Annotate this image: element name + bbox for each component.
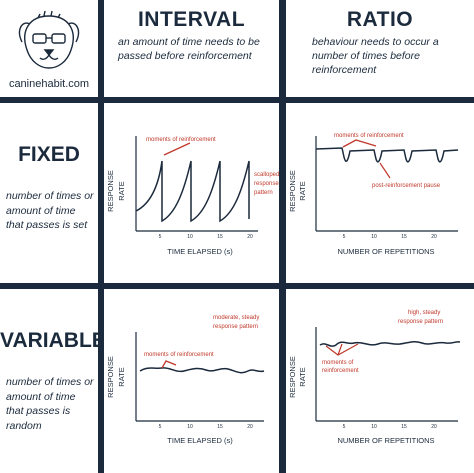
pattern-note-2: response pattern	[213, 324, 258, 330]
variable-ratio-chart: RESPONSE RATE 5 10 15 20 NUMBER OF REPET…	[288, 310, 461, 445]
fixed-title: FIXED	[18, 143, 80, 166]
x-tick: 10	[371, 234, 377, 240]
response-line	[319, 340, 461, 347]
pattern-note: moderate, steady	[213, 315, 259, 321]
reinforcement-label-2: reinforcement	[322, 368, 359, 374]
ratio-header: RATIO behaviour needs to occur a number …	[286, 0, 474, 97]
ratio-title: RATIO	[346, 8, 414, 31]
x-tick: 10	[187, 424, 193, 430]
x-tick: 5	[343, 424, 346, 430]
variable-ratio-panel: RESPONSE RATE 5 10 15 20 NUMBER OF REPET…	[286, 289, 474, 473]
x-tick: 15	[217, 234, 223, 240]
reinforcement-label: moments of reinforcement	[334, 133, 404, 139]
interval-description: an amount of time needs to be passed bef…	[118, 36, 260, 62]
x-axis-label: NUMBER OF REPETITIONS	[337, 247, 434, 256]
fixed-description: number of times or amount of time that p…	[6, 190, 94, 231]
variable-header: VARIABLE number of times or amount of ti…	[0, 289, 98, 473]
x-axis-label: TIME ELAPSED (s)	[167, 436, 233, 445]
fixed-interval-chart: RESPONSE RATE 5 10 15 20 TIME ELAPSED (s…	[106, 136, 279, 256]
fixed-header: FIXED number of times or amount of time …	[0, 103, 98, 283]
x-tick: 20	[431, 424, 437, 430]
x-tick: 15	[401, 234, 407, 240]
x-tick: 10	[187, 234, 193, 240]
y-axis-label-2: RATE	[298, 367, 307, 386]
x-tick: 20	[247, 234, 253, 240]
reinforcement-label: moments of	[322, 360, 354, 366]
fixed-ratio-panel: RESPONSE RATE 5 10 15 20 NUMBER OF REPET…	[286, 103, 474, 283]
x-tick: 10	[371, 424, 377, 430]
interval-header: INTERVAL an amount of time needs to be p…	[104, 0, 279, 97]
variable-interval-chart: RESPONSE RATE 5 10 15 20 TIME ELAPSED (s…	[106, 315, 265, 445]
response-line	[139, 367, 265, 374]
x-tick: 20	[431, 234, 437, 240]
x-tick: 15	[217, 424, 223, 430]
variable-description: number of times or amount of time that p…	[6, 376, 94, 432]
pause-pointer	[379, 162, 391, 179]
variable-interval-panel: RESPONSE RATE 5 10 15 20 TIME ELAPSED (s…	[104, 289, 279, 473]
x-axis-label: NUMBER OF REPETITIONS	[337, 436, 434, 445]
y-axis-label-2: RATE	[117, 181, 126, 200]
pattern-note-2: response	[254, 181, 279, 187]
site-name[interactable]: caninehabit.com	[8, 78, 90, 90]
reinforcement-pointer	[163, 142, 191, 156]
fixed-interval-panel: RESPONSE RATE 5 10 15 20 TIME ELAPSED (s…	[104, 103, 279, 283]
dog-logo-icon	[18, 10, 80, 69]
pattern-note-3: pattern	[254, 190, 273, 196]
variable-title: VARIABLE	[0, 329, 98, 352]
pattern-note: scalloped	[254, 172, 279, 178]
reinforcement-pointer	[342, 139, 377, 148]
logo-panel: caninehabit.com	[0, 0, 98, 97]
fixed-ratio-chart: RESPONSE RATE 5 10 15 20 NUMBER OF REPET…	[288, 133, 459, 256]
y-axis-label: RESPONSE	[288, 356, 297, 398]
reinforcement-label: moments of reinforcement	[146, 137, 216, 143]
x-tick: 5	[343, 234, 346, 240]
y-axis-label: RESPONSE	[106, 356, 115, 398]
scallop-curve	[135, 160, 250, 223]
reinforcement-pointer	[325, 343, 359, 356]
reinforcement-pointer	[161, 360, 177, 369]
pattern-note: high, steady	[408, 310, 440, 316]
y-axis-label: RESPONSE	[106, 170, 115, 212]
pattern-note-2: response pattern	[398, 319, 443, 325]
x-axis-label: TIME ELAPSED (s)	[167, 247, 233, 256]
response-line	[315, 147, 459, 163]
x-tick: 5	[159, 234, 162, 240]
x-tick: 15	[401, 424, 407, 430]
y-axis-label-2: RATE	[298, 181, 307, 200]
ratio-description: behaviour needs to occur a number of tim…	[312, 36, 439, 76]
interval-title: INTERVAL	[137, 8, 246, 31]
y-axis-label-2: RATE	[117, 367, 126, 386]
pause-note: post-reinforcement pause	[372, 183, 441, 189]
x-tick: 20	[247, 424, 253, 430]
x-tick: 5	[159, 424, 162, 430]
y-axis-label: RESPONSE	[288, 170, 297, 212]
reinforcement-label: moments of reinforcement	[144, 352, 214, 358]
